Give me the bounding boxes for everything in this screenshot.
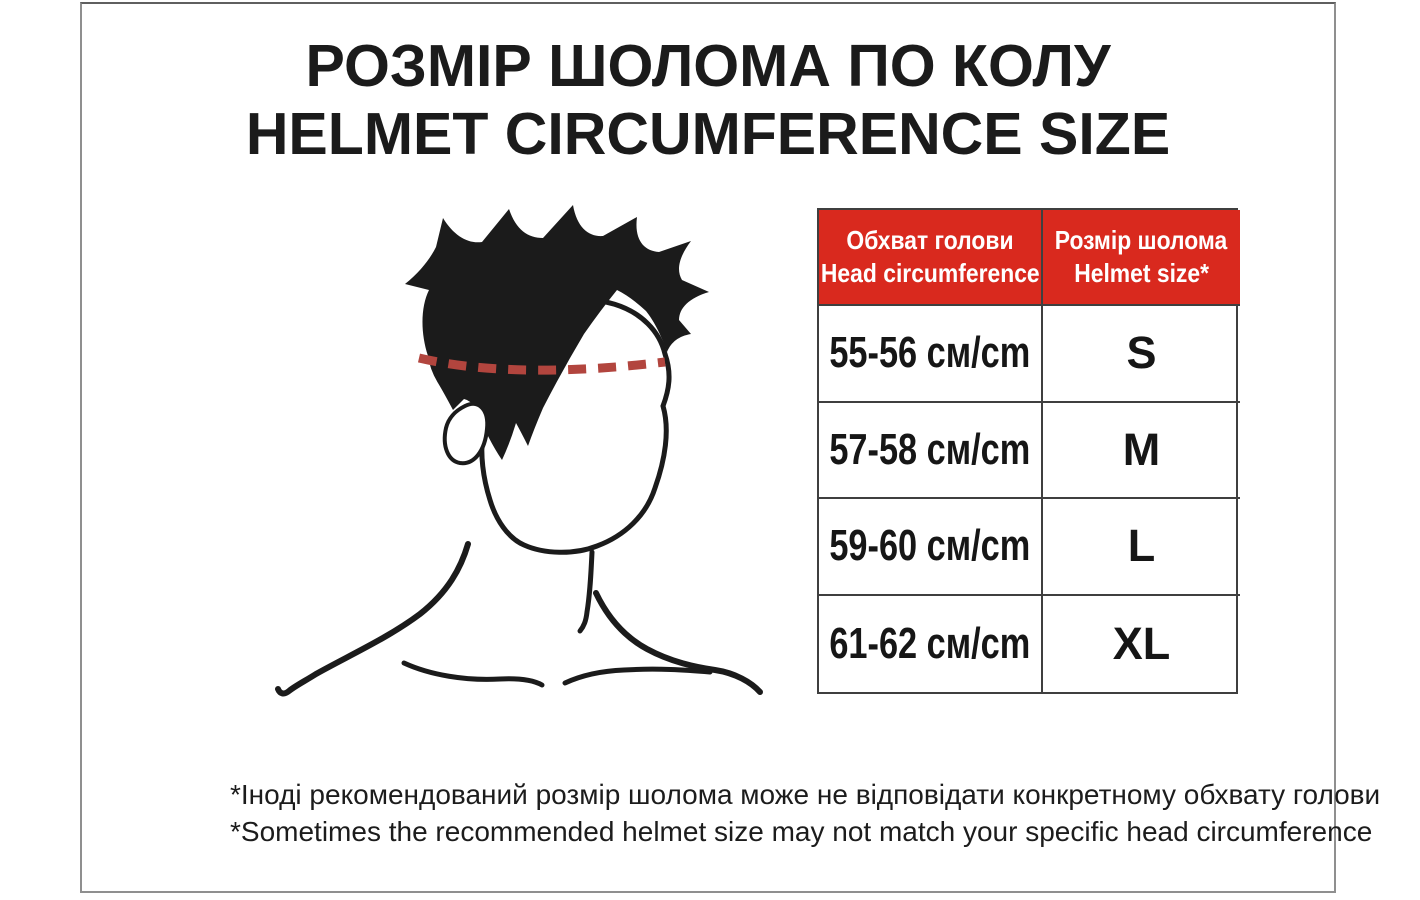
header-col2-en: Helmet size* [1074, 258, 1209, 288]
male-head-illustration [275, 205, 763, 697]
page-title-en: HELMET CIRCUMFERENCE SIZE [245, 101, 1171, 167]
circumference-cell-s: 55-56 см/cm [819, 306, 1043, 403]
circumference-cell-l: 59-60 см/cm [819, 499, 1043, 596]
measurement-line [417, 353, 666, 375]
footnote-en: *Sometimes the recommended helmet size m… [230, 816, 1373, 847]
footnote-uk: *Іноді рекомендований розмір шолома може… [230, 779, 1381, 810]
left-clavicle-line [401, 660, 545, 688]
header-head-circumference: Обхват голови Head circumference [819, 210, 1043, 306]
size-cell-s: S [1043, 306, 1240, 403]
circumference-cell-m: 57-58 см/cm [819, 402, 1043, 499]
size-cell-l: L [1043, 499, 1240, 596]
left-neck-shoulder-line [275, 541, 471, 697]
hair-shape [405, 205, 709, 460]
header-col1-en: Head circumference [820, 258, 1040, 288]
circumference-cell-xl: 61-62 см/cm [819, 595, 1043, 692]
right-neck-shoulder-line [593, 590, 763, 695]
header-col1-uk: Обхват голови [846, 225, 1014, 255]
header-col2-uk: Розмір шолома [1055, 225, 1228, 255]
front-neck-line [577, 549, 595, 634]
size-table: Обхват голови Head circumference Розмір … [817, 208, 1240, 694]
header-helmet-size: Розмір шолома Helmet size* [1043, 210, 1240, 306]
page-title: РОЗМІР ШОЛОМА ПО КОЛУ HELMET CIRCUMFEREN… [82, 32, 1334, 168]
page-title-uk: РОЗМІР ШОЛОМА ПО КОЛУ [305, 33, 1111, 99]
right-clavicle-line [562, 666, 713, 686]
size-cell-m: M [1043, 403, 1240, 499]
footnotes: *Іноді рекомендований розмір шолома може… [230, 776, 1380, 850]
size-cell-xl: XL [1112, 617, 1171, 669]
ear-shape [442, 401, 490, 466]
